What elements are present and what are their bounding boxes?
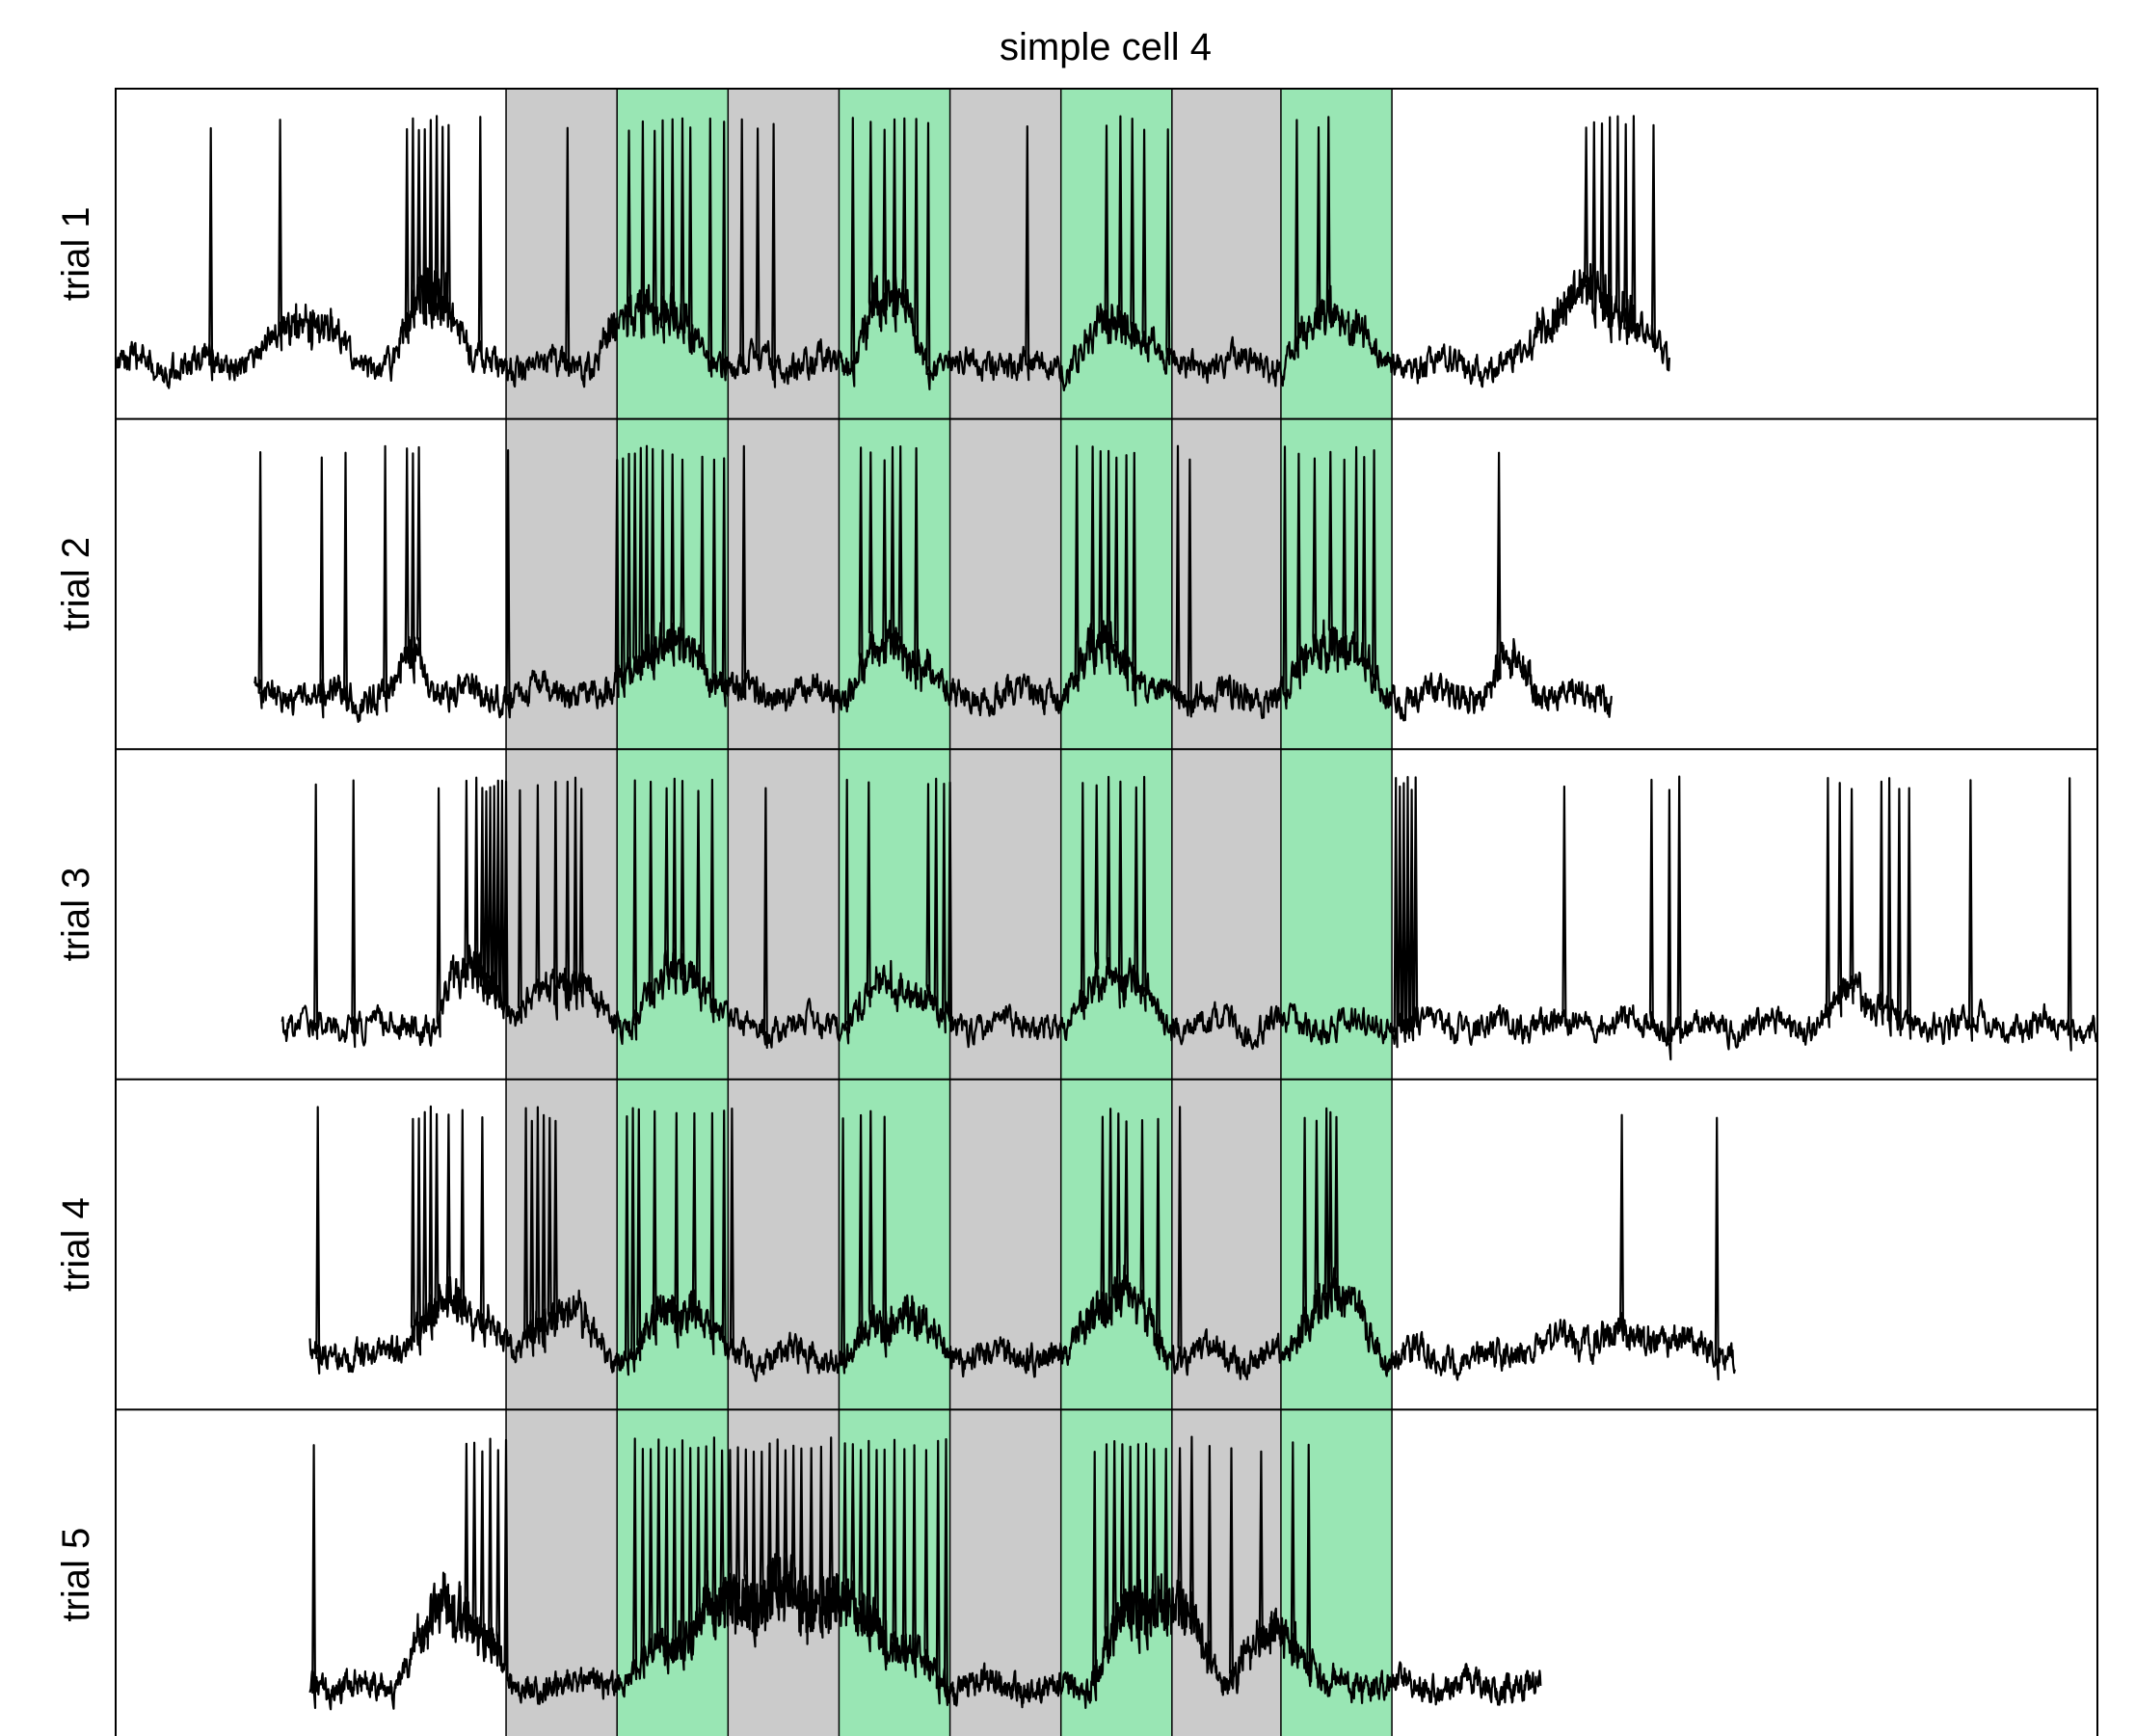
trial-row-3: trial 3 — [55, 748, 2099, 1061]
trial-panels: trial 1 trial 2 trial 3 trial 4 trial 5 — [55, 88, 2099, 1736]
gray-epoch-7 — [1171, 89, 1281, 1736]
trial-label-4: trial 4 — [55, 1197, 97, 1292]
voltage-trace-2 — [253, 444, 1614, 723]
trial-label-2: trial 2 — [55, 537, 97, 631]
voltage-trace-4 — [308, 1105, 1736, 1382]
trial-row-4: trial 4 — [55, 1078, 2097, 1382]
voltage-trace-5 — [308, 1435, 1542, 1711]
voltage-trace-1 — [114, 115, 1670, 392]
trial-label-1: trial 1 — [55, 206, 97, 301]
trial-row-5: trial 5 — [55, 1408, 2097, 1711]
trial-label-3: trial 3 — [55, 868, 97, 962]
trial-label-5: trial 5 — [55, 1528, 97, 1622]
green-epoch-8 — [1280, 89, 1393, 1736]
plot-frame — [115, 88, 2098, 1736]
chart-title: simple cell 4 — [1000, 26, 1212, 68]
trial-row-1: trial 1 — [55, 115, 1670, 392]
voltage-trace-3 — [280, 775, 2099, 1061]
gray-epoch-5 — [949, 89, 1061, 1736]
trial-row-2: trial 2 — [55, 417, 2097, 723]
gray-epoch-1 — [506, 89, 618, 1736]
